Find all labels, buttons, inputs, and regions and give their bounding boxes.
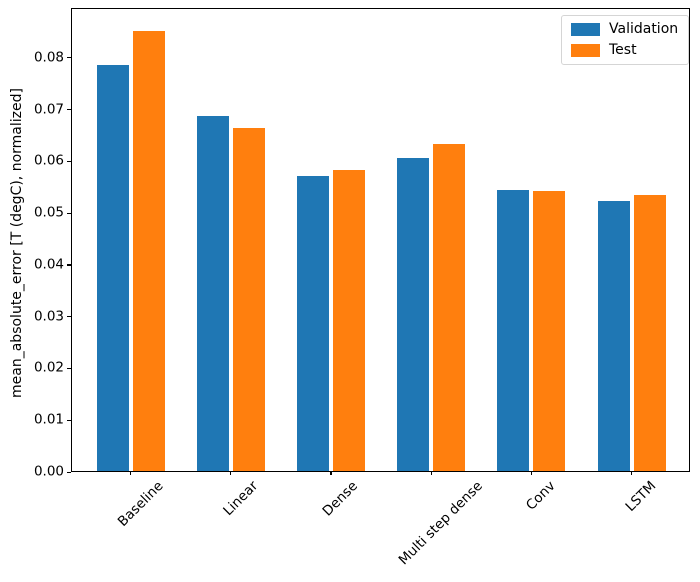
legend: Validation Test [561, 15, 690, 65]
xtick-label-baseline: Baseline [114, 478, 167, 530]
ytick-label: 0.01 [33, 411, 64, 428]
bar-validation-1 [196, 116, 229, 471]
legend-item-validation: Validation [571, 22, 678, 36]
ytick-mark [66, 57, 71, 59]
xtick-mark [530, 471, 532, 475]
ytick-mark [66, 367, 71, 370]
y-axis-label: mean_absolute_error [T (degC), normalize… [9, 88, 25, 398]
ytick-label: 0.03 [33, 307, 64, 324]
bar-test-2 [332, 170, 365, 471]
legend-swatch-test [571, 43, 600, 57]
bar-validation-5 [597, 200, 630, 471]
xtick-mark [130, 471, 132, 475]
ytick-mark [66, 109, 71, 111]
legend-item-test: Test [571, 43, 678, 57]
ytick-label: 0.08 [33, 48, 64, 65]
xtick-label-linear: Linear [219, 478, 261, 519]
plot-area [70, 8, 690, 472]
ytick-label: 0.00 [33, 463, 64, 480]
xtick-mark [631, 471, 633, 475]
bar-validation-0 [96, 65, 129, 471]
ytick-label: 0.05 [33, 204, 64, 221]
bar-test-1 [232, 128, 265, 471]
bar-validation-3 [397, 157, 430, 471]
xtick-label-lstm: LSTM [622, 478, 660, 515]
bar-test-4 [533, 190, 566, 471]
xtick-label-dense: Dense [319, 478, 362, 520]
ytick-mark [66, 160, 71, 162]
xtick-mark [330, 471, 332, 475]
xtick-mark [230, 471, 232, 475]
bar-validation-2 [296, 175, 329, 471]
ytick-mark [66, 419, 71, 421]
legend-label-test: Test [609, 42, 637, 58]
ytick-label: 0.04 [33, 256, 64, 273]
bar-test-0 [132, 30, 165, 471]
bar-validation-4 [497, 189, 530, 471]
xtick-label-multi-step-dense: Multi step dense [395, 478, 486, 569]
xtick-mark [430, 471, 432, 475]
ytick-label: 0.02 [33, 359, 64, 376]
legend-swatch-validation [571, 22, 600, 36]
ytick-label: 0.06 [33, 152, 64, 169]
ytick-mark [66, 471, 71, 473]
ytick-mark [66, 264, 71, 266]
ytick-mark [66, 212, 71, 214]
xtick-label-conv: Conv [523, 478, 559, 514]
ytick-label: 0.07 [33, 100, 64, 117]
bar-test-3 [433, 143, 466, 471]
legend-label-validation: Validation [609, 21, 679, 37]
ytick-mark [66, 316, 71, 318]
bar-test-5 [633, 195, 666, 471]
